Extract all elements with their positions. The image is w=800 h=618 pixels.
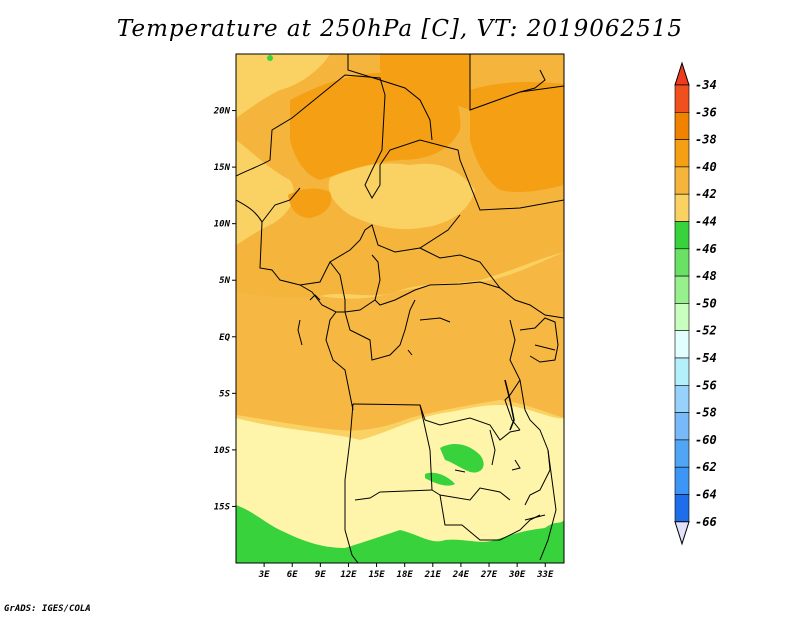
grads-credit: GrADS: IGES/COLA [4,604,91,614]
region-minus-46-patch [440,444,484,473]
region-minus-46-dot [267,55,273,61]
colorbar-segment [674,466,690,495]
colorbar-segment [674,193,690,222]
colorbar-segment [674,275,690,304]
colorbar-label: -54 [695,351,717,365]
region-minus-38-top [380,54,470,110]
region-minus-42-west [236,140,294,245]
colorbar-segment [674,248,690,277]
region-minus-46-south [236,505,564,563]
country-borders [236,54,564,563]
lat-tick-label: 10N [214,220,231,230]
lat-tick-label: 5N [219,276,230,286]
colorbar-segment [674,494,690,523]
colorbar-segment [674,112,690,140]
colorbar-top-triangle [674,61,690,86]
region-minus-46-patch-2 [425,472,455,486]
lon-tick-label: 12E [340,570,357,580]
region-minus-38-patch [288,188,332,218]
lat-tick-label: 5S [219,389,230,399]
colorbar-label: -46 [695,242,717,256]
lon-tick-label: 15E [368,570,385,580]
lon-tick-label: 27E [480,570,498,580]
lon-tick-label: 21E [424,570,442,580]
colorbar-segment [674,84,690,113]
colorbar-label: -34 [695,78,717,92]
colorbar-segment [674,303,690,331]
colorbar-segment [674,166,690,195]
colorbar-label: -36 [695,105,717,119]
lon-tick-label: 18E [397,570,414,580]
colorbar-segment [674,221,690,250]
map-title: Temperature at 250hPa [C], VT: 201906251… [116,16,684,42]
colorbar-label: -56 [695,378,717,392]
lon-tick-label: 3E [258,570,270,580]
colorbar-segment [674,439,690,468]
lon-tick-label: 6E [287,570,298,580]
region-minus-44 [236,405,564,563]
colorbar-segment [674,412,690,441]
colorbar-segment [674,330,690,359]
colorbar: -34 -36 -38 -40 -42 -44 -46 -48 -50 -52 -54 -56 -58 -… [674,61,717,546]
lat-tick-label: 15S [214,502,231,512]
colorbar-label: -40 [695,160,717,174]
colorbar-label: -48 [695,269,717,283]
colorbar-segment [674,139,690,168]
colorbar-label: -38 [695,133,717,147]
colorbar-label: -62 [695,460,717,474]
region-minus-42-sahel [328,163,475,230]
lon-tick-label: 33E [536,570,554,580]
lat-tick-label: 10S [214,446,231,456]
colorbar-label: -66 [695,515,717,529]
colorbar-label: -50 [695,296,717,310]
axis-ticks: 3E 6E 9E 12E 15E 18E 21E 24E 27E 30E 33E 20N 15N 10N 5… [213,107,554,580]
region-minus-42-nw [236,54,330,118]
colorbar-label: -44 [695,215,717,229]
colorbar-label: -58 [695,406,717,420]
lat-tick-label: EQ [219,333,230,343]
lon-tick-label: 30E [508,570,526,580]
lon-tick-label: 9E [315,570,326,580]
colorbar-label: -52 [695,324,717,338]
region-minus-38-east [470,82,564,193]
colorbar-label: -42 [695,187,717,201]
lat-tick-label: 20N [213,107,231,117]
colorbar-bottom-triangle [674,521,690,546]
colorbar-segment [674,357,690,386]
region-minus-40-equator [236,252,564,431]
colorbar-label: -64 [695,488,717,502]
lat-tick-label: 15N [214,163,231,173]
temperature-field [236,54,564,563]
colorbar-label: -60 [695,433,717,447]
plot-frame [235,53,565,564]
lon-tick-label: 24E [452,570,470,580]
region-minus-38-north [290,72,461,180]
colorbar-segment [674,384,690,413]
